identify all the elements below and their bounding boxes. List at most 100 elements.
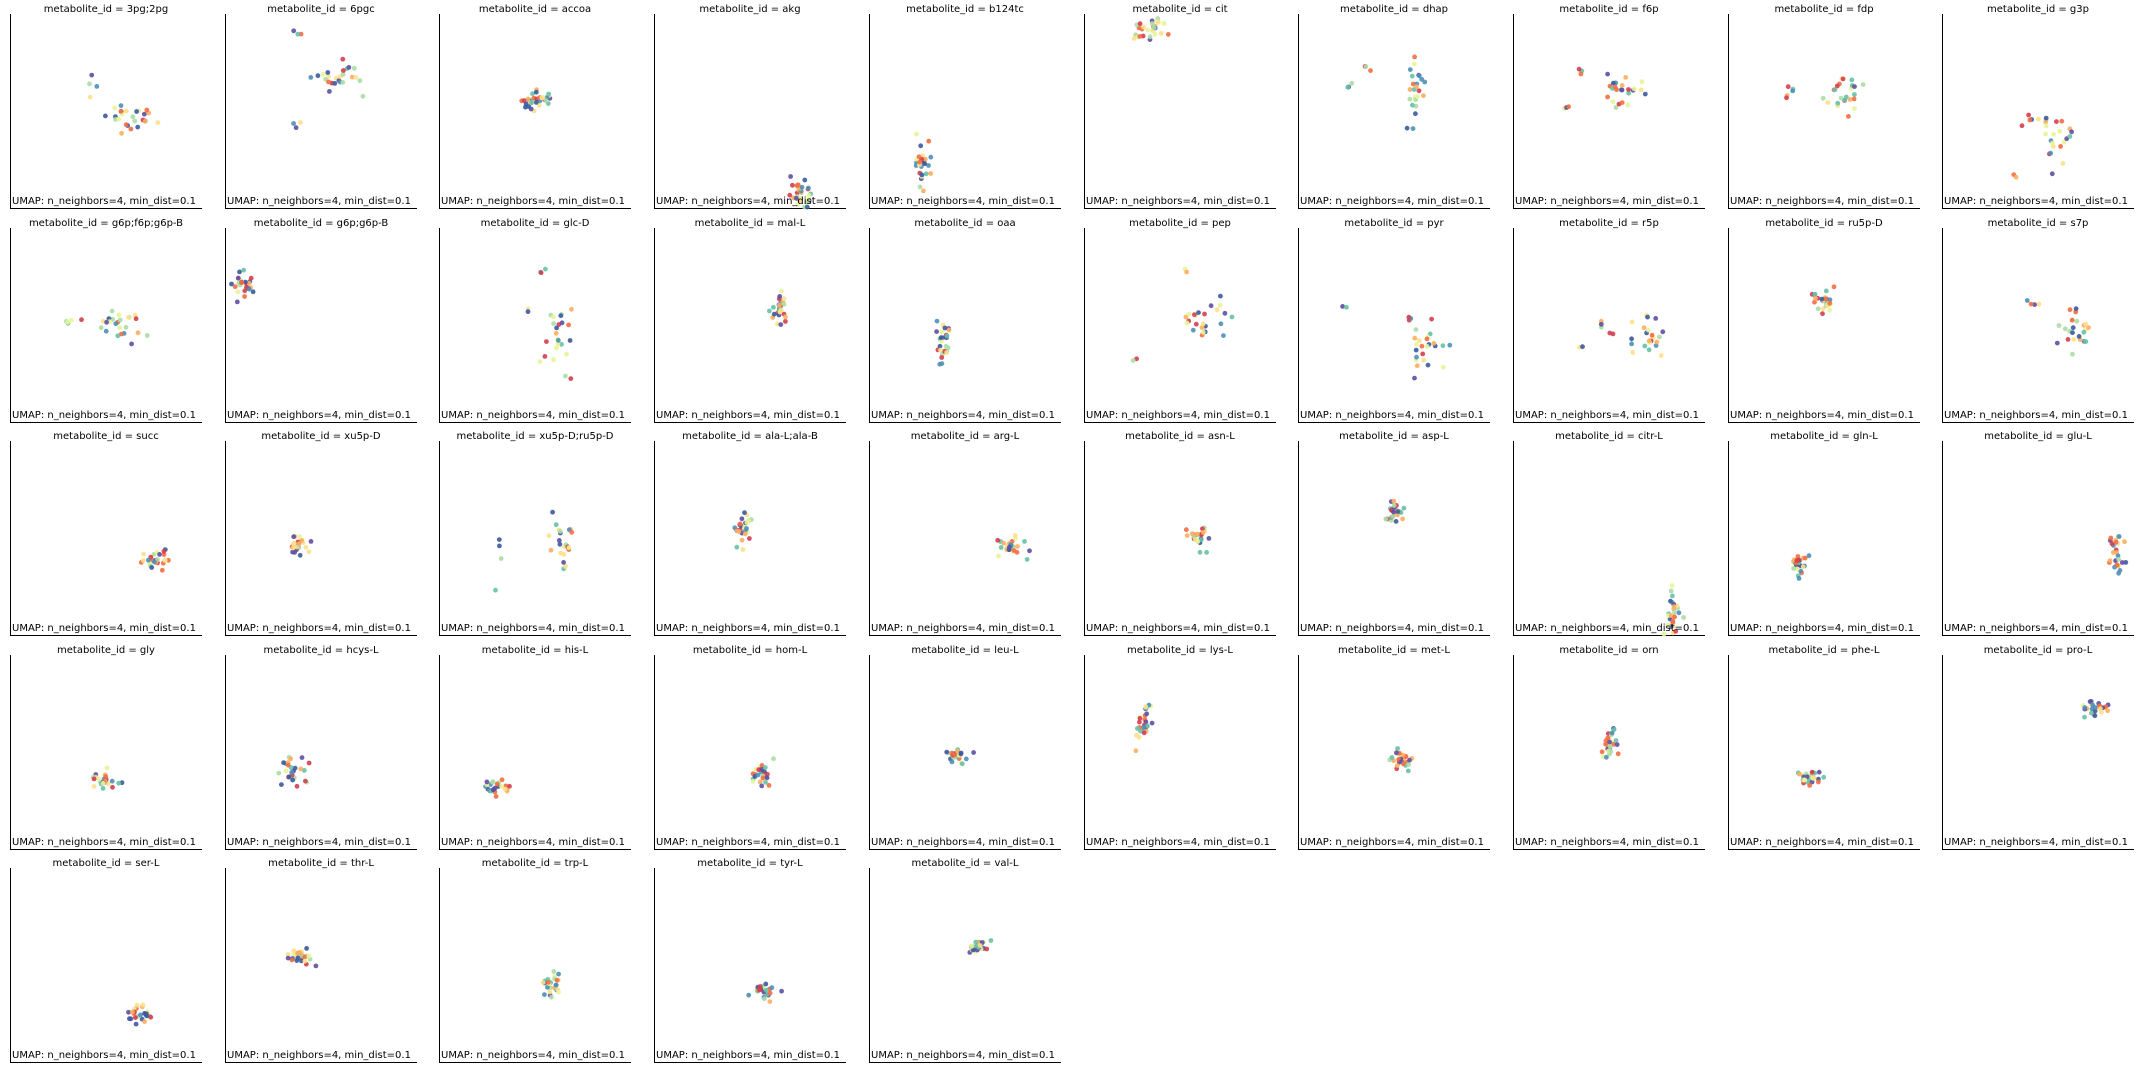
- scatter-point: [971, 750, 976, 755]
- x-axis-label: UMAP: n_neighbors=4, min_dist=0.1: [227, 410, 411, 421]
- scatter-point: [291, 28, 297, 34]
- scatter-point: [2087, 699, 2093, 704]
- scatter-point: [1395, 746, 1400, 751]
- scatter-plot: [519, 87, 553, 114]
- scatter-point: [1613, 105, 1619, 110]
- scatter-point: [2048, 150, 2053, 156]
- scatter-point: [762, 996, 767, 1002]
- facet-panel: metabolite_id = lys-L UMAP: n_neighbors=4…: [1084, 645, 1276, 852]
- scatter-point: [755, 772, 761, 778]
- scatter-point: [351, 65, 357, 71]
- scatter-plot: [2080, 699, 2111, 720]
- scatter-point: [1394, 763, 1400, 768]
- scatter-point: [1665, 622, 1671, 628]
- scatter-point: [923, 171, 929, 177]
- scatter-point: [2067, 134, 2073, 139]
- scatter-point: [1605, 94, 1610, 100]
- panel-title: metabolite_id = leu-L: [911, 645, 1019, 656]
- scatter-point: [123, 108, 129, 114]
- scatter-point: [926, 163, 931, 168]
- scatter-point: [2069, 317, 2075, 323]
- scatter-point: [140, 1002, 146, 1008]
- plot-area: UMAP: n_neighbors=4, min_dist=0.1: [1942, 228, 2134, 423]
- scatter-point: [1421, 357, 1427, 363]
- scatter-point: [2123, 560, 2129, 565]
- scatter-point: [928, 171, 934, 176]
- panel-title: metabolite_id = 6pgc: [267, 4, 375, 15]
- scatter-point: [955, 748, 960, 754]
- scatter-point: [1642, 343, 1648, 349]
- scatter-point: [1413, 327, 1419, 332]
- scatter-plot: [787, 174, 814, 210]
- x-axis-label: UMAP: n_neighbors=4, min_dist=0.1: [1515, 196, 1699, 207]
- scatter-point: [1414, 363, 1420, 369]
- scatter-point: [294, 783, 300, 789]
- scatter-point: [779, 988, 784, 994]
- scatter-point: [1192, 312, 1197, 318]
- scatter-point: [1137, 21, 1143, 27]
- plot-area: UMAP: n_neighbors=4, min_dist=0.1: [1298, 655, 1490, 850]
- plot-area: UMAP: n_neighbors=4, min_dist=0.1: [869, 228, 1061, 423]
- scatter-point: [141, 551, 147, 557]
- scatter-point: [771, 304, 776, 310]
- scatter-point: [1011, 548, 1017, 553]
- scatter-point: [98, 325, 104, 331]
- scatter-point: [298, 120, 303, 125]
- scatter-point: [100, 780, 106, 786]
- scatter-point: [798, 195, 804, 201]
- plot-area: UMAP: n_neighbors=4, min_dist=0.1: [225, 868, 417, 1063]
- scatter-point: [1791, 566, 1796, 571]
- scatter-point: [543, 266, 548, 272]
- scatter-point: [2070, 330, 2075, 336]
- scatter-point: [497, 543, 502, 549]
- scatter-point: [296, 541, 302, 547]
- panel-title: metabolite_id = hcys-L: [263, 645, 379, 656]
- scatter-point: [100, 786, 106, 791]
- scatter-point: [926, 138, 932, 144]
- plot-area: UMAP: n_neighbors=4, min_dist=0.1: [439, 441, 631, 636]
- x-axis-label: UMAP: n_neighbors=4, min_dist=0.1: [441, 623, 625, 634]
- scatter-point: [566, 545, 572, 550]
- scatter-point: [135, 330, 141, 336]
- scatter-point: [1835, 100, 1841, 106]
- facet-panel: metabolite_id = f6p UMAP: n_neighbors=4, …: [1513, 4, 1705, 211]
- plot-area: UMAP: n_neighbors=4, min_dist=0.1: [1513, 655, 1705, 850]
- scatter-point: [116, 312, 122, 318]
- scatter-point: [313, 963, 319, 969]
- scatter-point: [304, 946, 309, 951]
- x-axis-label: UMAP: n_neighbors=4, min_dist=0.1: [656, 1050, 840, 1061]
- scatter-point: [142, 118, 148, 124]
- scatter-point: [2071, 337, 2077, 342]
- scatter-point: [802, 177, 808, 183]
- scatter-point: [288, 756, 294, 762]
- scatter-point: [91, 784, 97, 789]
- scatter-point: [1670, 593, 1675, 599]
- scatter-point: [134, 109, 139, 114]
- scatter-point: [241, 267, 247, 273]
- scatter-point: [1141, 24, 1147, 30]
- scatter-point: [2056, 323, 2062, 328]
- scatter-point: [939, 355, 945, 360]
- scatter-point: [119, 130, 124, 136]
- scatter-point: [1613, 738, 1619, 743]
- scatter-point: [302, 958, 308, 964]
- scatter-point: [760, 775, 766, 781]
- scatter-point: [2036, 116, 2041, 122]
- scatter-point: [303, 778, 308, 784]
- scatter-point: [561, 552, 567, 557]
- scatter-point: [1816, 779, 1821, 785]
- plot-area: UMAP: n_neighbors=4, min_dist=0.1: [1084, 441, 1276, 636]
- plot-area: UMAP: n_neighbors=4, min_dist=0.1: [1728, 228, 1920, 423]
- scatter-point: [944, 749, 950, 755]
- scatter-point: [2032, 302, 2037, 307]
- scatter-point: [1668, 588, 1674, 594]
- scatter-point: [777, 294, 783, 299]
- x-axis-label: UMAP: n_neighbors=4, min_dist=0.1: [441, 410, 625, 421]
- scatter-point: [2082, 705, 2088, 710]
- scatter-point: [1607, 744, 1613, 750]
- x-axis-label: UMAP: n_neighbors=4, min_dist=0.1: [1730, 410, 1914, 421]
- scatter-point: [1598, 321, 1604, 327]
- scatter-point: [1022, 539, 1027, 544]
- scatter-point: [306, 953, 312, 959]
- scatter-point: [299, 538, 305, 543]
